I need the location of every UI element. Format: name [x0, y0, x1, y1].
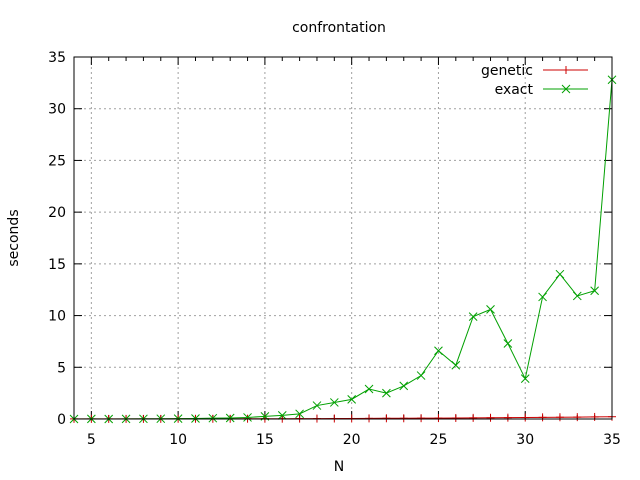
x-tick-label: 25 [430, 432, 448, 448]
data-point-exact [225, 413, 235, 423]
y-axis-title: seconds [6, 209, 22, 266]
data-point-exact [503, 339, 513, 348]
data-point-genetic [538, 413, 547, 422]
y-tick-label: 15 [48, 257, 66, 273]
y-tick-label: 10 [48, 309, 66, 325]
legend-marker-genetic [562, 66, 570, 74]
data-point-genetic [503, 413, 512, 422]
x-tick-label: 35 [603, 432, 621, 448]
data-point-exact [416, 371, 426, 380]
data-point-genetic [521, 413, 530, 422]
x-tick-label: 5 [87, 432, 96, 448]
y-tick-label: 0 [57, 412, 66, 428]
data-point-exact [486, 305, 495, 314]
y-tick-label: 30 [48, 102, 66, 118]
data-point-genetic [347, 414, 356, 423]
data-point-exact [208, 413, 218, 423]
tick-labels: 0 5 10 15 20 25 30 35 5 10 15 20 25 30 35 [48, 50, 621, 448]
x-tick-label: 10 [169, 432, 187, 448]
data-point-genetic [573, 413, 582, 422]
grid [74, 57, 612, 419]
legend-label-genetic: genetic [481, 63, 533, 79]
data-point-exact [312, 401, 322, 410]
y-tick-label: 5 [57, 360, 66, 376]
x-tick-label: 20 [343, 432, 361, 448]
data-point-exact [243, 413, 252, 422]
x-tick-label: 30 [516, 432, 534, 448]
data-point-genetic [486, 413, 495, 422]
x-axis-title: N [334, 459, 344, 475]
x-tick-label: 15 [256, 432, 274, 448]
data-point-genetic [451, 413, 460, 422]
data-point-exact [399, 381, 409, 391]
data-point-genetic [365, 414, 374, 423]
data-point-genetic [555, 413, 564, 422]
data-point-exact [538, 292, 547, 302]
chart-title: confrontation [292, 20, 386, 36]
data-point-genetic [382, 414, 391, 423]
data-point-exact [520, 374, 530, 384]
data-point-genetic [417, 414, 426, 423]
data-point-genetic [399, 414, 408, 423]
y-tick-label: 20 [48, 205, 66, 221]
data-point-genetic [469, 413, 478, 422]
data-point-exact [329, 398, 339, 407]
data-point-exact [451, 360, 461, 370]
data-point-genetic [434, 414, 443, 423]
data-point-exact [382, 388, 391, 398]
data-point-exact [277, 411, 287, 420]
legend-label-exact: exact [495, 82, 534, 98]
data-point-exact [191, 414, 200, 423]
data-point-exact [572, 291, 582, 301]
legend-marker-exact [561, 84, 571, 94]
y-tick-label: 25 [48, 153, 66, 169]
data-point-exact [590, 286, 599, 296]
data-point-exact [295, 409, 304, 419]
y-tick-label: 35 [48, 50, 66, 66]
legend: genetic exact [481, 63, 588, 98]
data-point-exact [555, 269, 565, 279]
data-point-genetic [590, 412, 599, 421]
data-point-exact [468, 312, 478, 321]
plot-area-frame [73, 56, 613, 420]
data-point-exact [364, 384, 374, 394]
data-point-exact [347, 394, 357, 404]
data-point-exact [434, 346, 443, 356]
data-point-genetic [330, 414, 339, 423]
